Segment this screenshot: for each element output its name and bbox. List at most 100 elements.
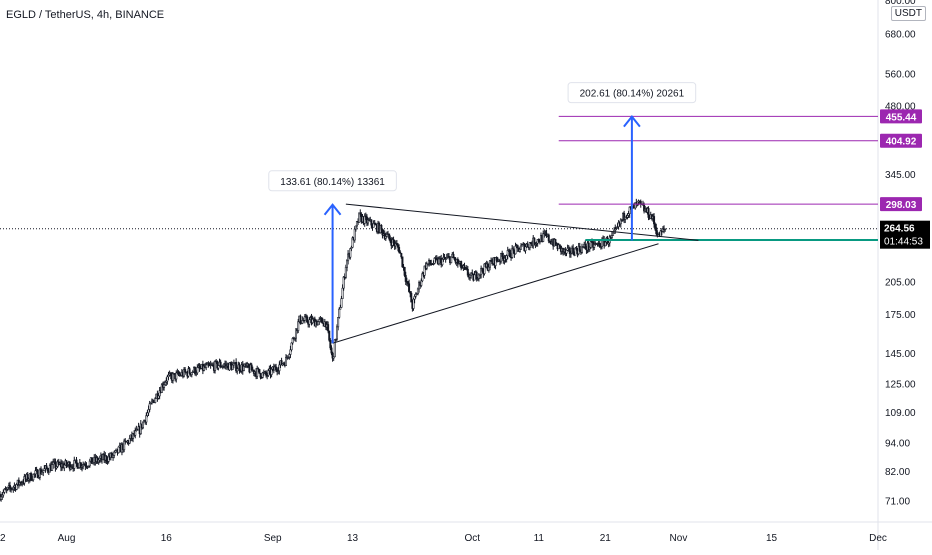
triangle-upper-trendline — [345, 203, 699, 241]
candle-body — [441, 259, 444, 266]
candle-body — [372, 223, 375, 228]
candle-body — [299, 315, 302, 324]
candle-body — [475, 272, 478, 280]
candle-body — [505, 255, 508, 260]
candle-body — [654, 223, 657, 228]
candle-body — [113, 451, 116, 456]
candle-body — [483, 263, 486, 274]
candle-body — [647, 208, 650, 218]
candle-body — [30, 473, 33, 481]
candle-body — [341, 287, 344, 299]
y-tick-label: 175.00 — [885, 310, 916, 321]
y-tick-label: 560.00 — [885, 70, 916, 81]
candle-body — [238, 364, 241, 371]
candle-body — [578, 245, 581, 251]
candle-body — [8, 485, 11, 489]
x-tick-label: Aug — [58, 533, 76, 544]
candle-body — [332, 356, 335, 359]
candle-body — [353, 228, 356, 241]
candle-body — [171, 373, 174, 381]
candle-body — [301, 320, 304, 324]
candle-body — [327, 324, 330, 332]
candle-body — [574, 247, 577, 256]
candle-body — [388, 233, 391, 239]
triangle-lower-trendline — [332, 243, 659, 344]
level-price-tag — [880, 197, 922, 212]
candle-body — [163, 384, 166, 388]
candle-body — [495, 257, 498, 261]
candle-body — [42, 470, 45, 473]
currency-selector[interactable]: USDT — [890, 6, 926, 21]
candle-body — [542, 233, 545, 242]
candle-body — [317, 321, 320, 326]
candle-body — [247, 363, 250, 368]
candle-body — [188, 368, 191, 374]
candle-body — [157, 395, 160, 399]
candle-body — [481, 268, 484, 272]
candle-body — [3, 488, 6, 493]
candle-body — [142, 421, 145, 429]
x-tick-label: Oct — [464, 533, 480, 544]
candle-body — [400, 253, 403, 258]
candle-body — [514, 245, 517, 255]
candle-body — [290, 342, 293, 351]
candle-body — [512, 248, 515, 251]
x-tick-label: 15 — [766, 533, 778, 544]
measure-label-box — [567, 82, 697, 104]
candle-body — [604, 241, 607, 247]
candle-body — [354, 225, 357, 230]
candle-body — [340, 298, 343, 308]
candle-body — [166, 376, 169, 382]
candle-body — [398, 247, 401, 253]
candle-body — [146, 412, 149, 416]
chart-title: EGLD / TetherUS, 4h, BINANCE — [6, 9, 165, 21]
candle-body — [128, 438, 131, 444]
y-tick-label: 82.00 — [885, 467, 910, 478]
countdown-label: 01:44:53 — [884, 237, 923, 248]
candle-body — [308, 319, 311, 325]
candle-body — [228, 362, 231, 371]
candle-body — [506, 249, 509, 256]
y-tick-label: 480.00 — [885, 102, 916, 113]
measure-arrow-head — [323, 203, 342, 216]
candle-body — [598, 242, 601, 247]
candle-body — [342, 276, 345, 289]
candle-body — [339, 307, 342, 310]
measure-arrow-head — [623, 115, 641, 128]
level-price-label: 455.44 — [886, 112, 917, 123]
candle-body — [105, 455, 108, 462]
candle-body — [214, 361, 217, 371]
candle-body — [303, 316, 306, 321]
candle-body — [256, 368, 259, 377]
candle-body — [664, 228, 667, 230]
x-tick-label: 21 — [600, 533, 612, 544]
candle-body — [350, 247, 353, 249]
candle-body — [175, 372, 178, 380]
x-tick-label: 13 — [347, 533, 359, 544]
candle-body — [385, 234, 388, 237]
candle-body — [349, 248, 352, 258]
candle-body — [164, 381, 167, 386]
candle-body — [0, 496, 3, 500]
candle-body — [46, 468, 49, 472]
candle-body — [259, 372, 262, 378]
candle-body — [460, 261, 463, 269]
candle-body — [410, 292, 413, 303]
candle-body — [145, 415, 148, 423]
candle-body — [306, 316, 309, 323]
candle-body — [91, 457, 94, 464]
candle-body — [572, 247, 575, 254]
candle-body — [205, 364, 208, 368]
candle-body — [392, 239, 395, 244]
candle-body — [123, 440, 126, 451]
candle-body — [280, 360, 283, 366]
candle-body — [345, 260, 348, 268]
candle-body — [297, 321, 300, 331]
y-tick-label: 125.00 — [885, 380, 916, 391]
candle-body — [134, 430, 137, 436]
candle-body — [267, 370, 270, 376]
candle-body — [270, 369, 273, 375]
candle-body — [380, 224, 383, 230]
